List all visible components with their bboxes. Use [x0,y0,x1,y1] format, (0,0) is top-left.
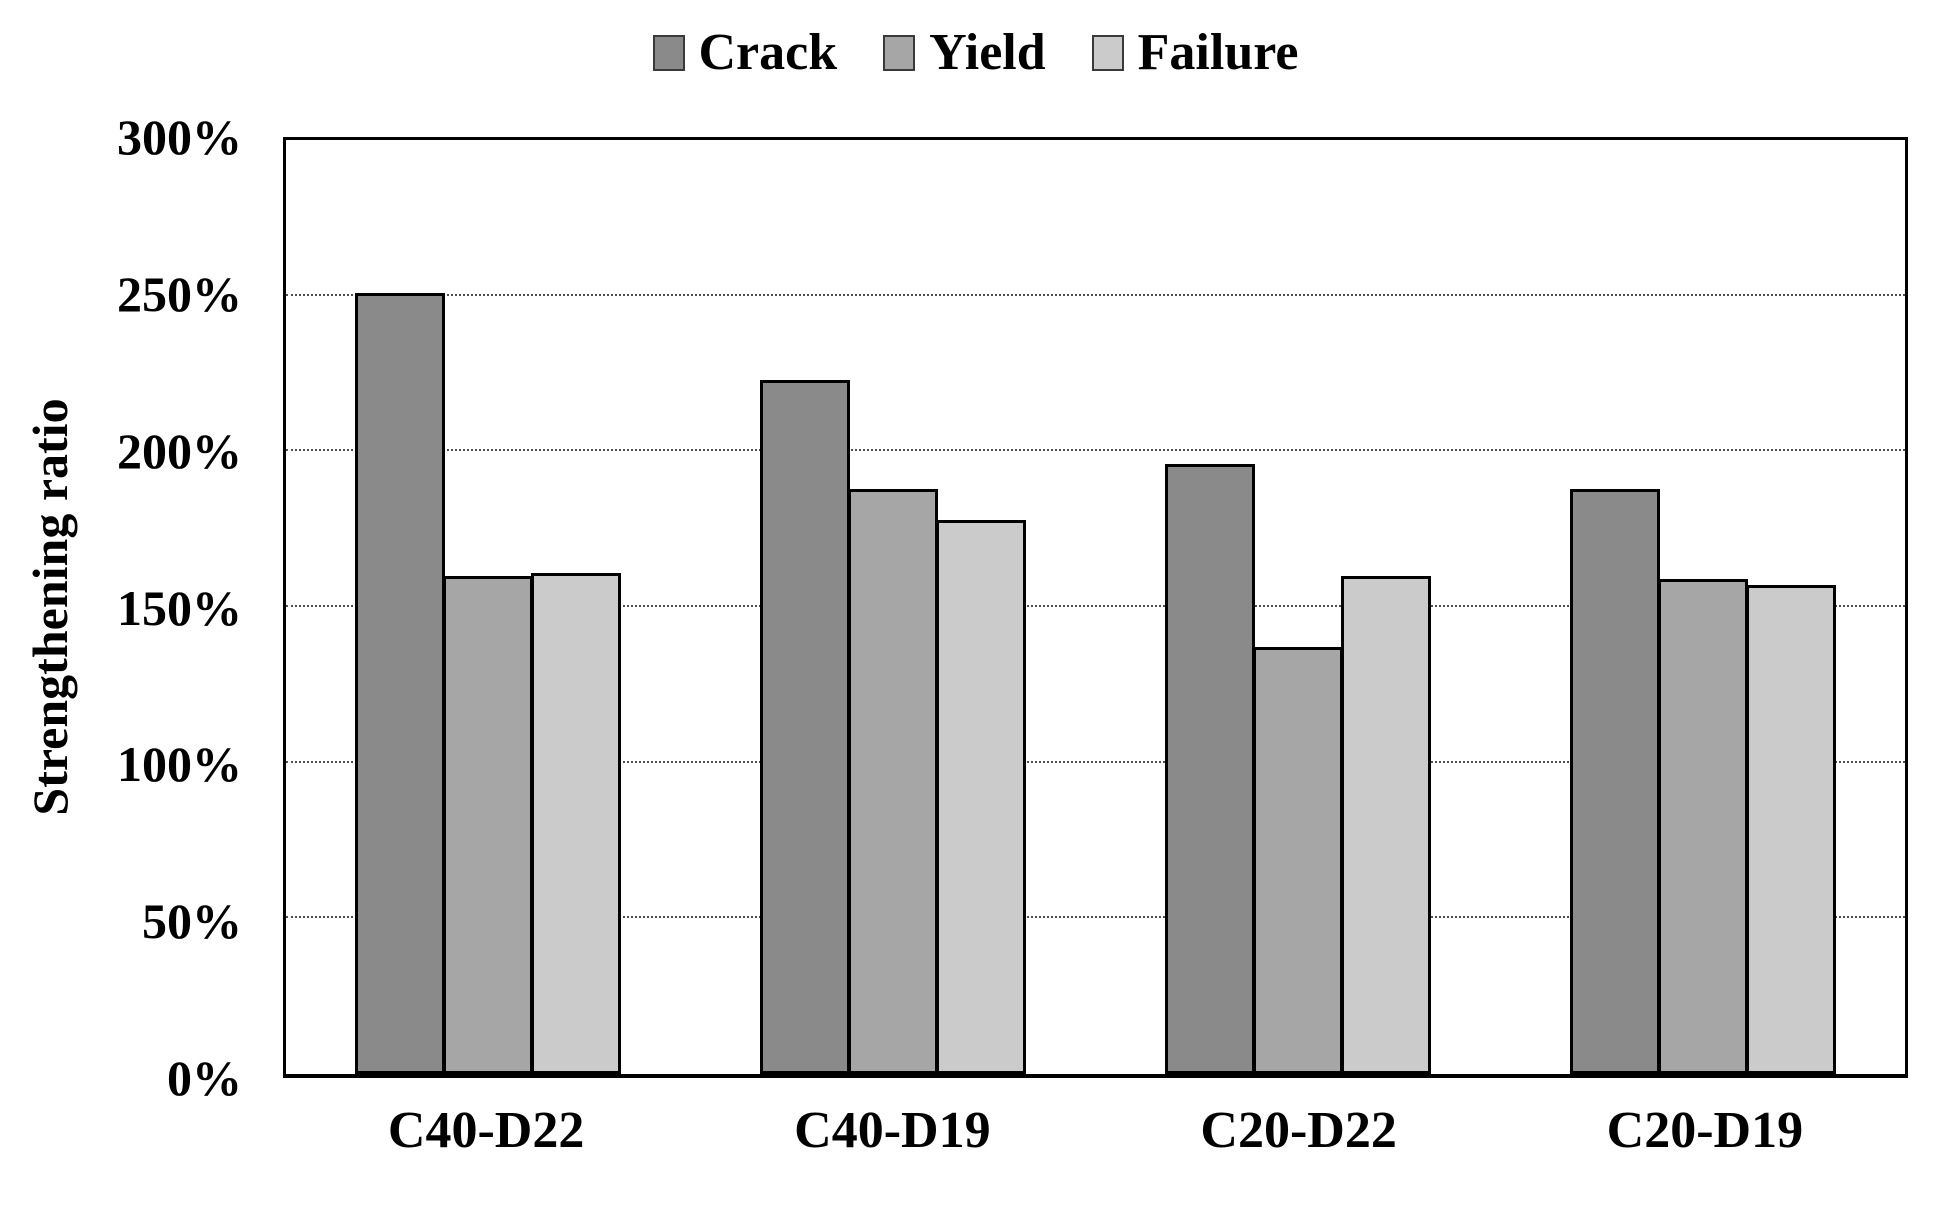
bar-failure-c20-d19 [1745,585,1836,1074]
y-tick-label: 250% [117,265,242,322]
x-tick-label-c20-d19: C20-D19 [1606,1102,1804,1159]
bar-yield-c40-d22 [443,575,534,1074]
plot-area [283,137,1908,1078]
y-tick-label: 0% [167,1050,242,1106]
legend-item-yield: Yield [883,22,1046,84]
y-tick-label: 100% [117,736,242,793]
y-tick-label: 50% [142,893,242,950]
gridline-250 [286,293,1905,296]
legend-label: Failure [1137,24,1299,81]
gridline-50 [286,916,1905,919]
bar-group-c40-d22 [286,140,691,1074]
bar-group-c40-d19 [691,140,1096,1074]
legend-item-crack: Crack [652,22,838,84]
bar-yield-c20-d19 [1657,578,1748,1074]
bar-group-c20-d22 [1096,140,1501,1074]
bar-yield-c40-d19 [848,488,939,1074]
x-axis-labels: C40-D22 C40-D19 C20-D22 C20-D19 [283,1098,1908,1163]
legend-swatch-failure [1091,35,1124,72]
x-tick-label-c40-d19: C40-D19 [794,1102,991,1159]
y-tick-label: 150% [117,579,242,636]
bar-yield-c20-d22 [1252,647,1343,1074]
bar-crack-c40-d22 [355,292,446,1074]
y-tick-label: 200% [117,422,242,479]
bar-crack-c40-d19 [760,379,851,1074]
gridline-150 [286,605,1905,607]
legend-label: Crack [698,24,838,81]
bar-crack-c20-d22 [1164,463,1255,1074]
x-tick-label-c40-d22: C40-D22 [387,1102,585,1159]
y-axis-ticks: 0% 50% 100% 150% 200% 250% 300% [0,112,242,1103]
legend-swatch-yield [883,35,916,72]
gridline-100 [286,760,1905,763]
legend-label: Yield [929,24,1046,81]
legend-swatch-crack [652,35,685,72]
bar-failure-c20-d22 [1340,575,1431,1074]
bar-failure-c40-d19 [936,519,1027,1074]
bar-failure-c40-d22 [531,572,622,1074]
x-tick-label-c20-d22: C20-D22 [1200,1102,1397,1159]
legend-item-failure: Failure [1091,22,1299,84]
bar-crack-c20-d19 [1569,488,1660,1074]
legend: Crack Yield Failure [0,22,1951,84]
gridline-200 [286,449,1905,452]
y-tick-label: 300% [117,109,242,165]
bar-group-c20-d19 [1500,140,1905,1074]
